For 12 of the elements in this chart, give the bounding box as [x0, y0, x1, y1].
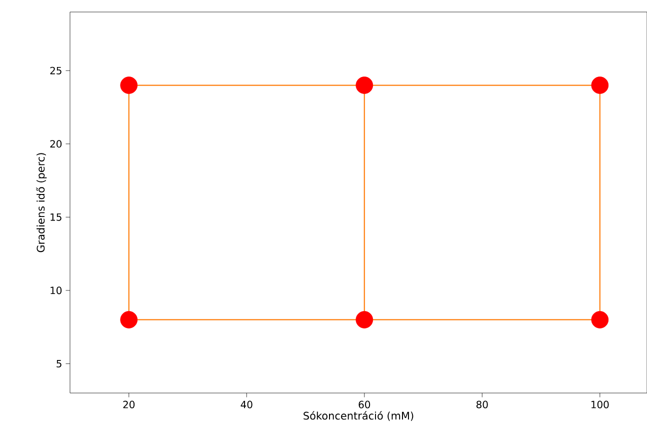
y-tick-label: 20	[50, 140, 62, 148]
y-tick-label: 10	[50, 286, 62, 294]
y-tick-label: 25	[50, 66, 62, 74]
x-tick-label: 100	[591, 400, 609, 408]
x-tick-label: 20	[123, 400, 135, 408]
x-tick-label: 40	[240, 400, 252, 408]
y-tick-label: 5	[56, 360, 62, 368]
x-axis-title: Sókoncentráció (mM)	[304, 411, 414, 421]
y-tick-label: 15	[50, 213, 62, 221]
y-axis-title: Gradiens idő (perc)	[36, 153, 47, 252]
x-tick-label: 80	[476, 400, 488, 408]
x-tick-label: 60	[358, 400, 370, 408]
